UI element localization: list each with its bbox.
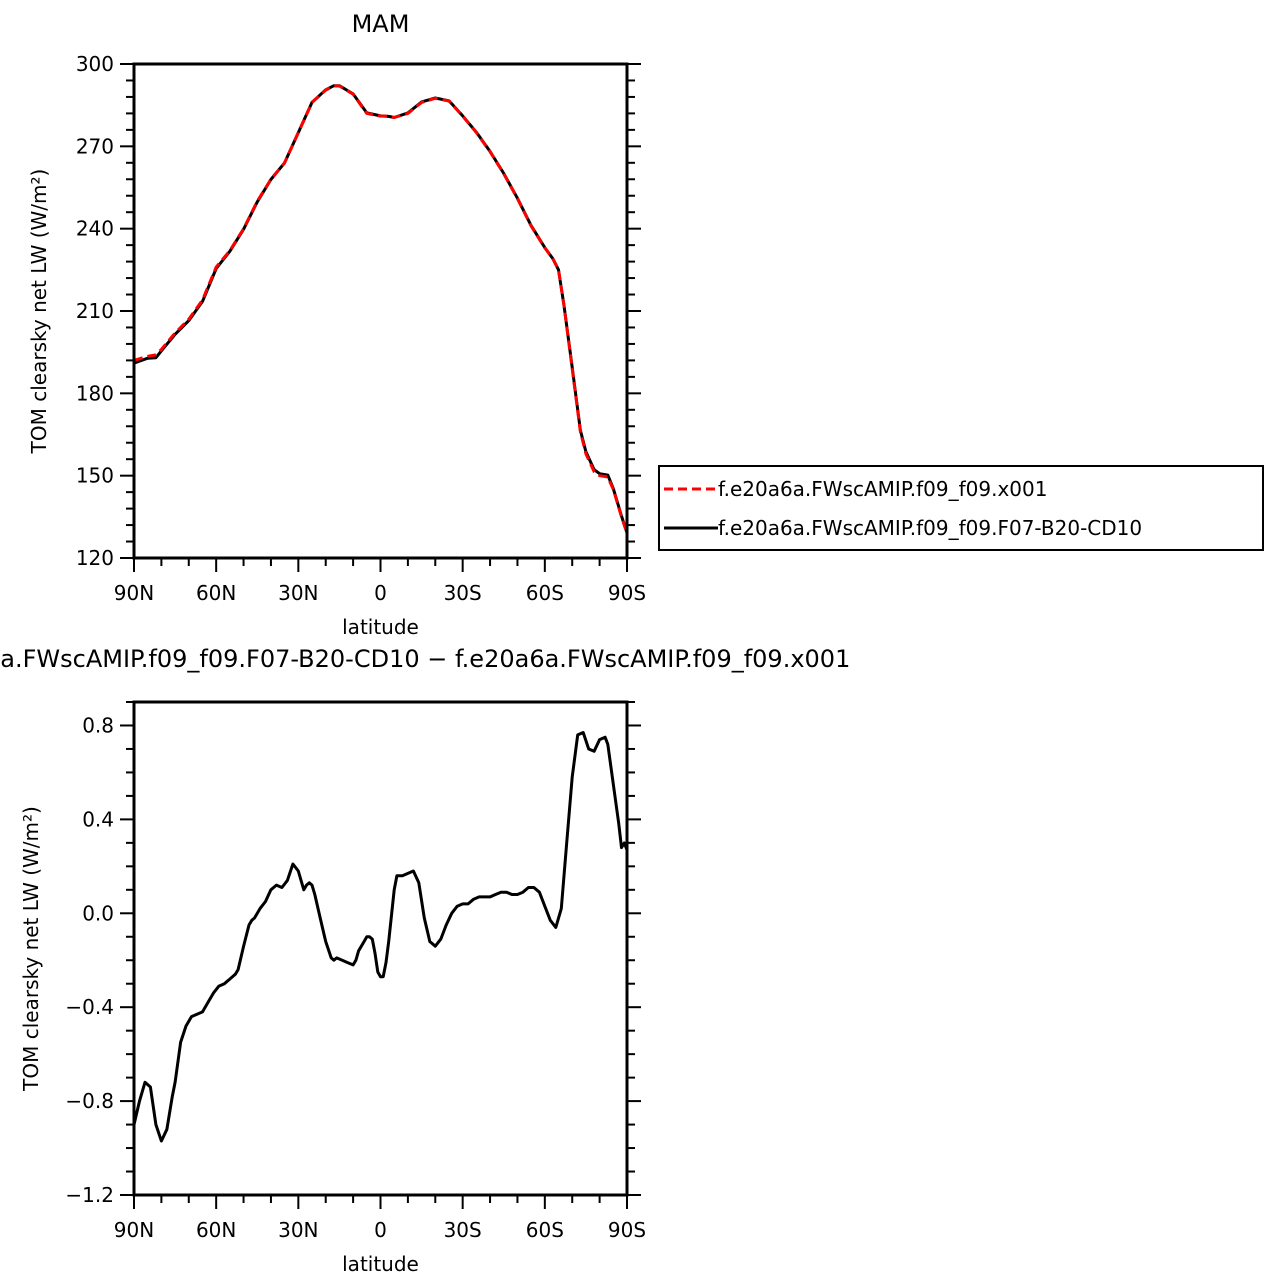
x-tick-label: 90S	[608, 581, 646, 605]
x-tick-label: 30S	[444, 1218, 482, 1242]
legend-entry-0: f.e20a6a.FWscAMIP.f09_f09.x001	[718, 477, 1047, 501]
x-tick-label: 90N	[114, 1218, 154, 1242]
y-tick-label: 240	[76, 217, 114, 241]
series-line-0	[133, 84, 629, 534]
y-tick-label: 270	[76, 134, 114, 158]
y-axis-label: TOM clearsky net LW (W/m²)	[19, 806, 43, 1092]
x-axis-label: latitude	[342, 615, 419, 639]
y-tick-label: 300	[76, 52, 114, 76]
series-line-0	[132, 731, 629, 1143]
chart-title: f.e20a6a.FWscAMIP.f09_f09.F07-B20-CD10 −…	[0, 645, 850, 673]
top-panel: MAM 120 150 180 210 240 270 300 90N 60N 30N 0 30S 60S…	[27, 10, 646, 639]
x-tick-label: 30N	[278, 1218, 318, 1242]
y-tick-label: 0.4	[82, 807, 114, 831]
legend-box	[658, 465, 1264, 551]
x-tick-label: 0	[374, 581, 387, 605]
x-tick-label: 60N	[196, 581, 236, 605]
bottom-panel: f.e20a6a.FWscAMIP.f09_f09.F07-B20-CD10 −…	[0, 645, 850, 1276]
y-tick-label: 0.0	[82, 901, 114, 925]
x-tick-label: 90N	[114, 581, 154, 605]
y-tick-label: 0.8	[82, 713, 114, 737]
y-tick-label: −0.4	[65, 995, 114, 1019]
x-tick-label: 90S	[608, 1218, 646, 1242]
y-tick-label: 150	[76, 464, 114, 488]
y-tick-label: 180	[76, 381, 114, 405]
x-tick-label: 60S	[526, 1218, 564, 1242]
chart-title: MAM	[352, 10, 410, 38]
plot-frame	[132, 62, 629, 560]
plot-frame	[132, 700, 629, 1197]
x-tick-label: 60S	[526, 581, 564, 605]
y-tick-label: −0.8	[65, 1089, 114, 1113]
x-tick-label: 60N	[196, 1218, 236, 1242]
x-tick-label: 0	[374, 1218, 387, 1242]
series-line-1	[132, 84, 629, 535]
y-tick-label: −1.2	[65, 1183, 114, 1207]
legend-entry-1: f.e20a6a.FWscAMIP.f09_f09.F07-B20-CD10	[718, 516, 1142, 540]
x-tick-label: 30S	[444, 581, 482, 605]
y-axis-label: TOM clearsky net LW (W/m²)	[27, 169, 51, 455]
y-tick-label: 210	[76, 299, 114, 323]
x-tick-label: 30N	[278, 581, 318, 605]
legend: f.e20a6a.FWscAMIP.f09_f09.x001 f.e20a6a.F…	[658, 465, 1264, 551]
y-tick-label: 120	[76, 546, 114, 570]
x-axis-label: latitude	[342, 1252, 419, 1276]
